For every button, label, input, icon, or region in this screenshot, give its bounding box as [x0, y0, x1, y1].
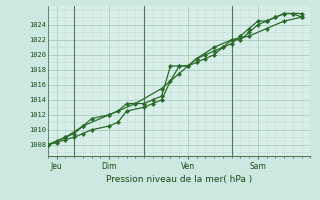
X-axis label: Pression niveau de la mer( hPa ): Pression niveau de la mer( hPa )	[106, 175, 252, 184]
